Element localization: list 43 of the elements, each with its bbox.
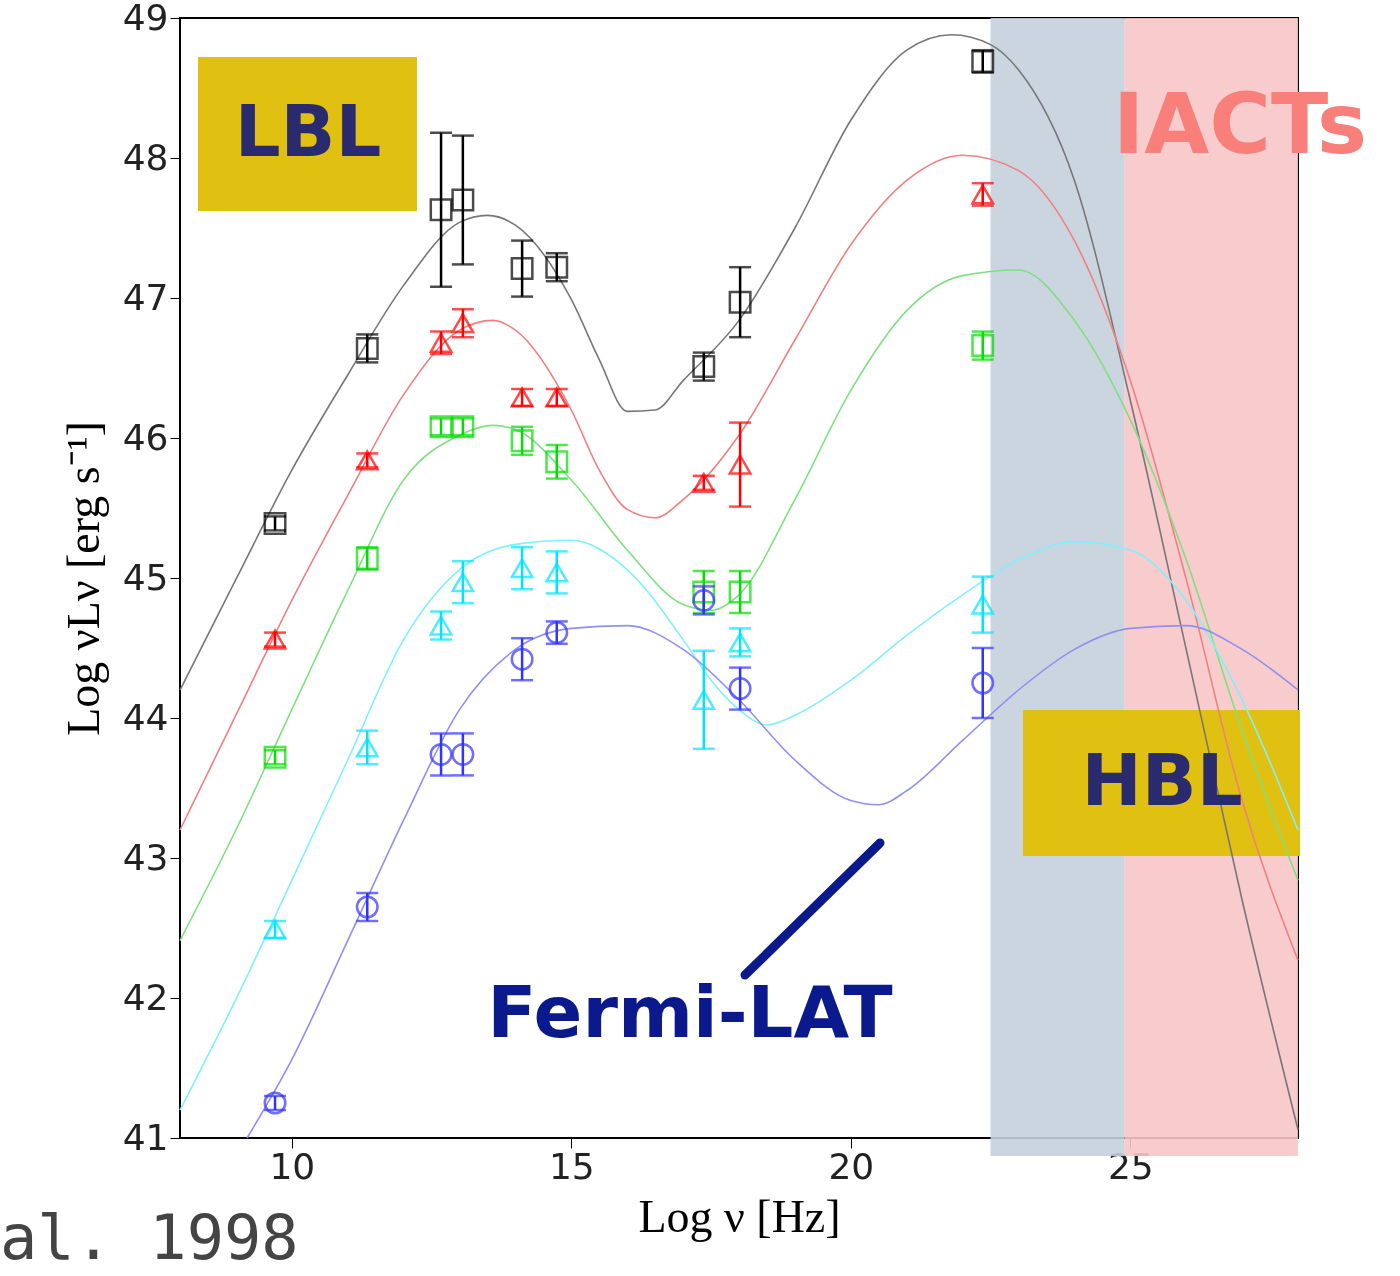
point [451,188,475,212]
y-tick-label: 49 [122,0,169,38]
point [728,580,752,604]
annotation: Fermi-LAT [487,970,893,1054]
line-series [179,154,1299,961]
point [971,594,995,615]
x-axis-title: Log ν [Hz] [638,1190,841,1242]
point [728,454,752,475]
point [429,742,453,766]
point [728,632,752,653]
point [451,742,475,766]
y-axis-title: Log νLν [erg s⁻¹] [57,421,109,736]
line-series [246,624,1299,1139]
annotation: LBL [234,89,382,173]
point [728,290,752,314]
line-series [179,269,1299,942]
point [451,313,475,334]
y-tick-label: 44 [122,696,169,738]
point [971,671,995,695]
y-tick-label: 48 [122,136,169,178]
point [355,737,379,758]
point [728,677,752,701]
point [545,562,569,583]
text: al. 1998 [0,1201,299,1274]
line-series [179,539,1299,1111]
point [510,257,534,281]
point [451,572,475,593]
y-tick-label: 42 [122,976,169,1018]
point [510,558,534,579]
y-tick-label: 41 [122,1116,169,1158]
y-tick-label: 43 [122,836,169,878]
x-tick-label: 15 [548,1145,595,1187]
point [429,198,453,222]
y-tick-label: 45 [122,556,169,598]
x-tick-label: 25 [1107,1145,1154,1187]
point [510,647,534,671]
point [692,689,716,710]
x-tick-label: 20 [828,1145,875,1187]
point [545,450,569,474]
point [429,615,453,636]
y-tick-label: 46 [122,416,169,458]
x-tick-label: 10 [269,1145,316,1187]
y-tick-label: 47 [122,276,169,318]
